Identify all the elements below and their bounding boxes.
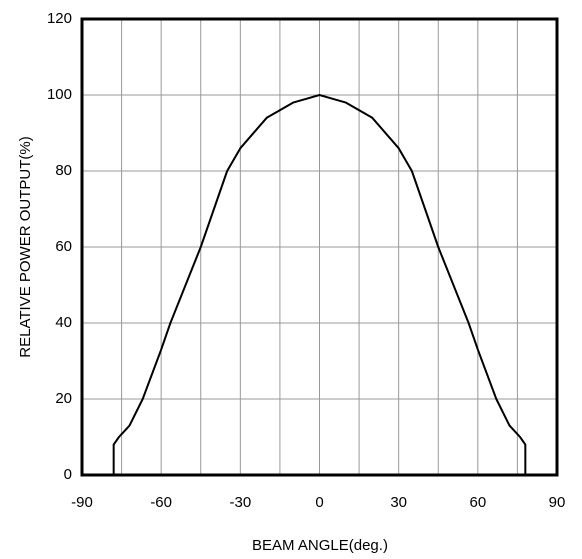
y-tick-label: 80 bbox=[55, 162, 72, 179]
x-tick-label: -60 bbox=[150, 494, 172, 511]
line-series bbox=[112, 94, 527, 475]
plot-border bbox=[80, 17, 559, 477]
x-tick-label: 0 bbox=[315, 494, 323, 511]
x-tick-label: 30 bbox=[390, 494, 407, 511]
y-tick-label: 20 bbox=[55, 390, 72, 407]
x-tick-label: 90 bbox=[549, 494, 566, 511]
x-tick-label: -90 bbox=[71, 494, 93, 511]
y-tick-label: 100 bbox=[47, 86, 72, 103]
y-tick-label: 60 bbox=[55, 238, 72, 255]
y-tick-label: 40 bbox=[55, 314, 72, 331]
x-tick-label: -30 bbox=[229, 494, 251, 511]
y-tick-label: 0 bbox=[64, 466, 72, 483]
y-tick-label: 120 bbox=[47, 10, 72, 27]
x-tick-label: 60 bbox=[469, 494, 486, 511]
x-axis-label: BEAM ANGLE(deg.) bbox=[252, 537, 388, 554]
y-axis-label: RELATIVE POWER OUTPUT(%) bbox=[17, 136, 34, 357]
